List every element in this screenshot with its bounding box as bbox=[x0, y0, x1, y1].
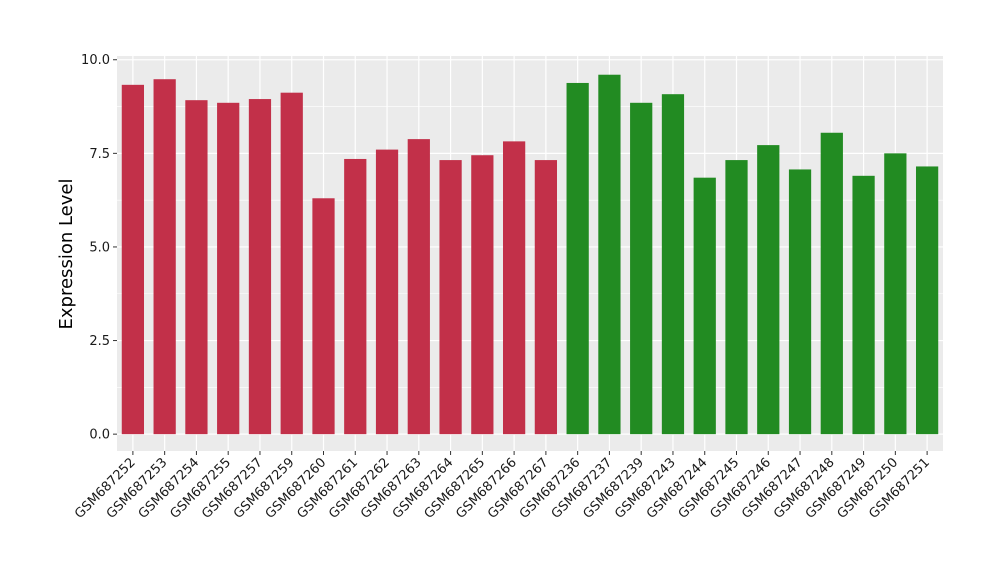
y-tick-label: 7.5 bbox=[89, 147, 110, 162]
bar bbox=[725, 160, 748, 435]
bar bbox=[757, 145, 780, 435]
y-tick-label: 0.0 bbox=[89, 428, 110, 443]
x-axis: GSM687252GSM687253GSM687254GSM687255GSM6… bbox=[72, 451, 933, 522]
bar bbox=[439, 160, 462, 435]
bar bbox=[566, 82, 589, 435]
y-axis-title: Expression Level bbox=[56, 179, 77, 330]
bar bbox=[407, 139, 430, 435]
bar bbox=[312, 198, 335, 435]
bar bbox=[344, 158, 367, 435]
y-tick-label: 5.0 bbox=[89, 240, 110, 255]
bar bbox=[661, 94, 685, 435]
bar bbox=[280, 92, 303, 435]
bar bbox=[788, 169, 812, 435]
bar bbox=[852, 175, 875, 435]
bar bbox=[471, 155, 494, 435]
bar bbox=[121, 84, 145, 435]
bar bbox=[630, 102, 653, 435]
bar bbox=[375, 149, 399, 435]
bar bbox=[248, 99, 272, 435]
bar bbox=[217, 102, 240, 435]
plot-panel bbox=[117, 56, 943, 451]
y-tick-label: 2.5 bbox=[89, 334, 110, 349]
bars bbox=[121, 74, 939, 435]
bar bbox=[820, 132, 843, 435]
bar bbox=[598, 74, 621, 435]
bar bbox=[693, 177, 716, 435]
y-axis: 0.0 2.5 5.0 7.5 10.0 bbox=[81, 53, 117, 443]
y-tick-label: 10.0 bbox=[81, 53, 110, 68]
bar bbox=[915, 166, 939, 435]
bar bbox=[153, 79, 176, 435]
bar bbox=[502, 141, 526, 435]
bar bbox=[884, 153, 907, 435]
bar bbox=[185, 100, 208, 435]
bar bbox=[534, 160, 558, 435]
